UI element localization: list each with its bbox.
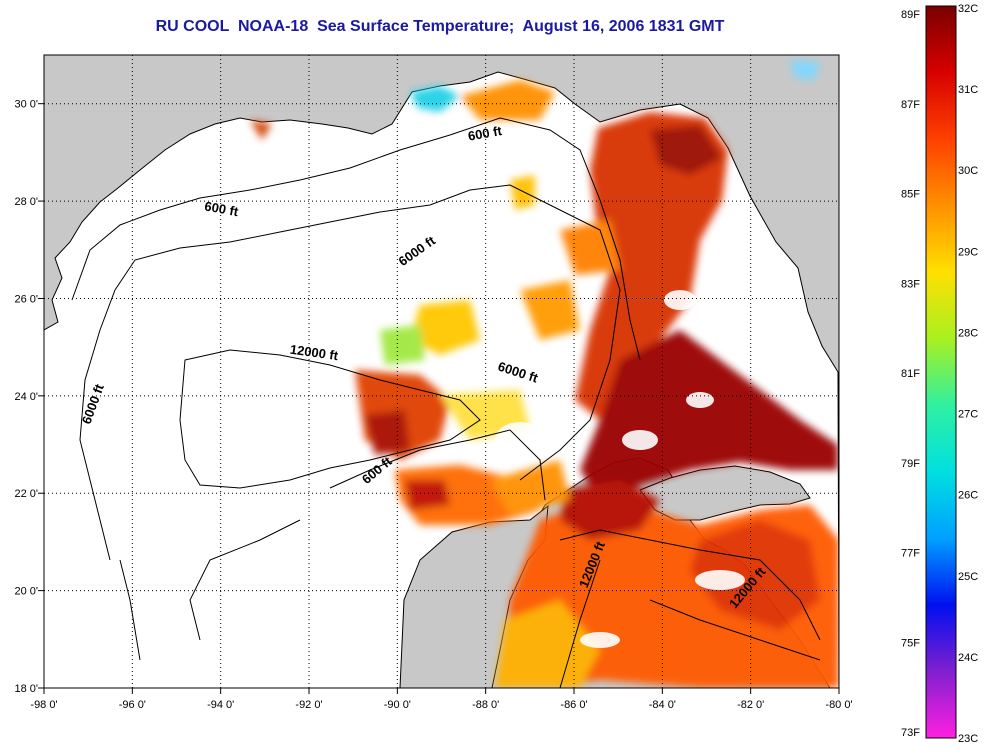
lon-tick-label: -82 0' xyxy=(737,699,764,711)
colorbar-f-label: 73F xyxy=(901,727,920,739)
colorbar-f-label: 81F xyxy=(901,368,920,380)
colorbar-celsius-labels: 32C 31C 30C 29C 28C 27C 26C 25C 24C 23C xyxy=(958,3,978,745)
lon-tick-label: -98 0' xyxy=(30,699,57,711)
colorbar-c-label: 25C xyxy=(958,571,978,583)
lat-tick-label: 26 0' xyxy=(14,293,38,305)
contour-outer-west xyxy=(119,519,301,661)
colorbar-f-label: 89F xyxy=(901,9,920,21)
contour-label: 12000 ft xyxy=(289,342,340,364)
contour-600ft xyxy=(71,117,641,361)
lon-tick-label: -94 0' xyxy=(207,699,234,711)
colorbar-f-label: 83F xyxy=(901,278,920,290)
lat-tick-label: 24 0' xyxy=(14,391,38,403)
colorbar-f-label: 85F xyxy=(901,189,920,201)
yucatan-land xyxy=(399,504,549,688)
colorbar-f-label: 77F xyxy=(901,548,920,560)
map-title: RU COOL NOAA-18 Sea Surface Temperature;… xyxy=(155,18,725,35)
colorbar-gradient xyxy=(925,5,957,739)
colorbar-c-label: 27C xyxy=(958,409,978,421)
map-ticks xyxy=(38,103,840,694)
colorbar-c-label: 24C xyxy=(958,652,978,664)
colorbar-f-label: 79F xyxy=(901,458,920,470)
colorbar-c-label: 29C xyxy=(958,246,978,258)
lat-tick-label: 22 0' xyxy=(14,488,38,500)
contour-600ft-campeche xyxy=(329,429,546,501)
colorbar: 89F 87F 85F 83F 81F 79F 77F 75F 73F 32C 31C 30C 29C… xyxy=(901,3,978,745)
lat-tick-label: 28 0' xyxy=(14,196,38,208)
lat-tick-label: 30 0' xyxy=(14,99,38,111)
colorbar-f-label: 87F xyxy=(901,99,920,111)
contour-caribbean xyxy=(559,529,821,688)
colorbar-c-label: 28C xyxy=(958,327,978,339)
colorbar-c-label: 30C xyxy=(958,165,978,177)
lat-tick-label: 18 0' xyxy=(14,683,38,695)
contour-6000ft-west xyxy=(79,184,621,561)
colorbar-c-label: 23C xyxy=(958,733,978,745)
tick-labels: -98 0' -96 0' -94 0' -92 0' -90 0' -88 0' -86 … xyxy=(14,99,852,711)
colorbar-fahrenheit-labels: 89F 87F 85F 83F 81F 79F 77F 75F 73F xyxy=(901,9,920,739)
lon-tick-label: -86 0' xyxy=(560,699,587,711)
contour-12000ft xyxy=(179,349,481,489)
lon-tick-label: -96 0' xyxy=(119,699,146,711)
contour-label: 600 ft xyxy=(203,198,240,219)
lon-tick-label: -84 0' xyxy=(649,699,676,711)
lon-tick-label: -90 0' xyxy=(384,699,411,711)
depth-contours xyxy=(71,117,821,688)
map-frame xyxy=(43,54,840,689)
lon-tick-label: -80 0' xyxy=(825,699,852,711)
lat-tick-label: 20 0' xyxy=(14,586,38,598)
contour-label: 600 ft xyxy=(467,123,504,144)
colorbar-c-label: 26C xyxy=(958,490,978,502)
lon-tick-label: -88 0' xyxy=(472,699,499,711)
map-grid xyxy=(44,55,839,688)
colorbar-c-label: 31C xyxy=(958,84,978,96)
colorbar-f-label: 75F xyxy=(901,637,920,649)
sst-field xyxy=(250,60,839,688)
lon-tick-label: -92 0' xyxy=(295,699,322,711)
colorbar-c-label: 32C xyxy=(958,3,978,15)
